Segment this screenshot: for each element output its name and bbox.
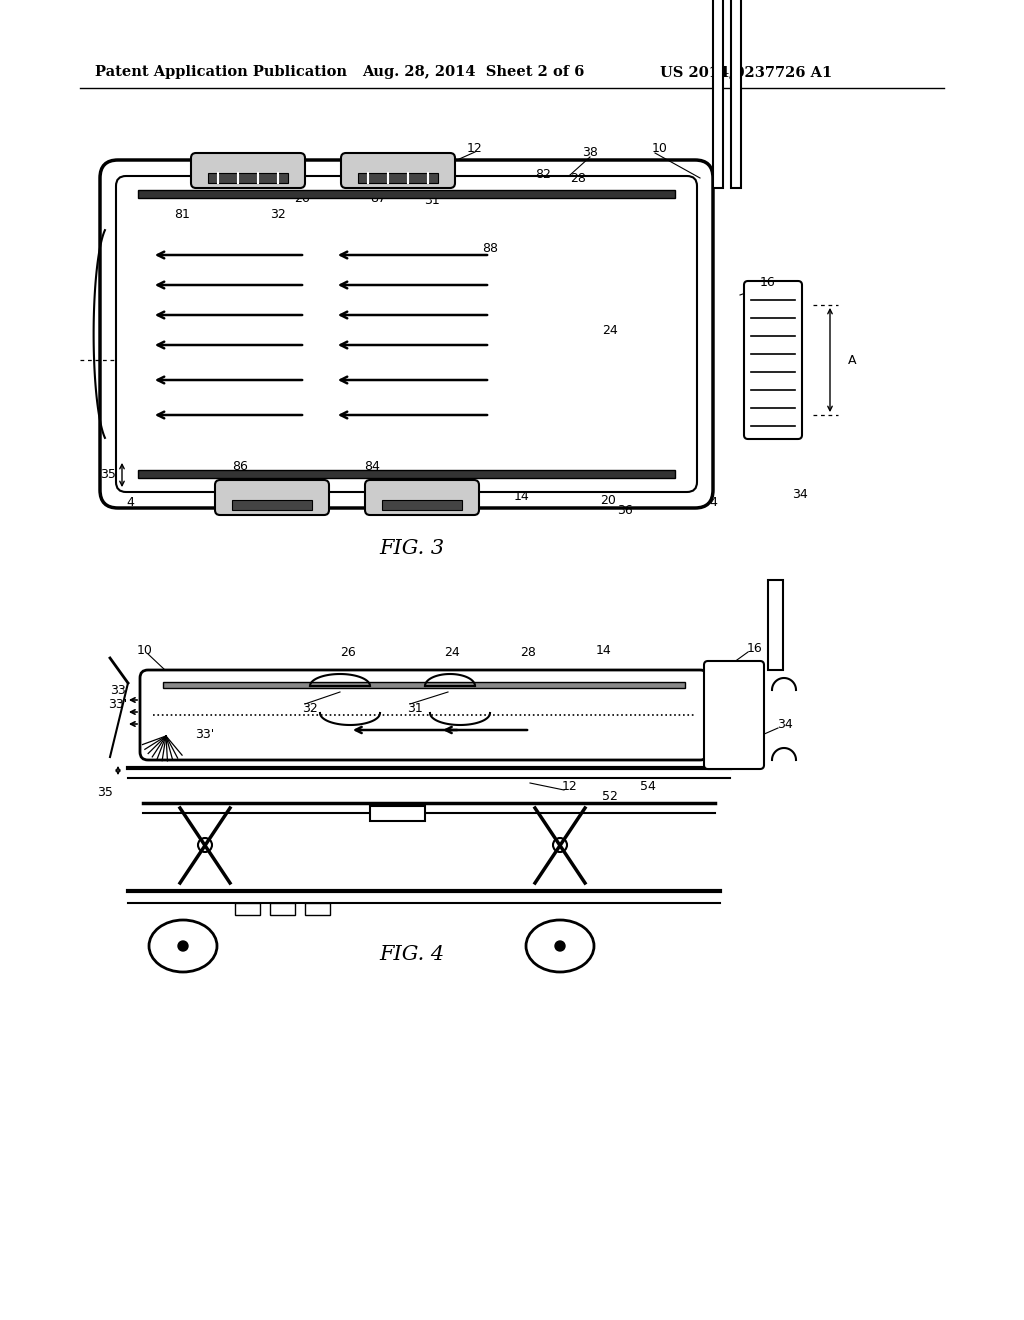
Text: 16: 16: [760, 276, 776, 289]
Text: 86: 86: [232, 459, 248, 473]
Text: 26: 26: [340, 645, 356, 659]
Text: 34: 34: [777, 718, 793, 731]
Text: 10: 10: [137, 644, 153, 656]
Text: 52: 52: [602, 789, 617, 803]
Bar: [138, 190, 675, 198]
Text: 31: 31: [424, 194, 440, 206]
Bar: [305, 903, 330, 915]
Text: 81: 81: [174, 209, 189, 222]
Text: Aug. 28, 2014  Sheet 2 of 6: Aug. 28, 2014 Sheet 2 of 6: [362, 65, 585, 79]
Text: FIG. 4: FIG. 4: [380, 945, 444, 965]
Bar: [234, 903, 260, 915]
Text: FIG. 3: FIG. 3: [380, 539, 444, 557]
Text: 35: 35: [97, 787, 113, 800]
FancyBboxPatch shape: [140, 671, 708, 760]
Text: 14: 14: [596, 644, 612, 656]
Text: 34: 34: [793, 488, 808, 502]
Text: 20: 20: [600, 494, 616, 507]
Text: 4: 4: [709, 495, 717, 508]
Text: Patent Application Publication: Patent Application Publication: [95, 65, 347, 79]
Text: 10: 10: [652, 141, 668, 154]
Circle shape: [178, 941, 188, 950]
FancyBboxPatch shape: [744, 281, 802, 440]
Text: 35: 35: [100, 469, 116, 482]
Circle shape: [555, 941, 565, 950]
Bar: [138, 470, 675, 478]
FancyBboxPatch shape: [705, 661, 764, 770]
Text: 33': 33': [196, 729, 215, 742]
Text: 84: 84: [365, 459, 380, 473]
Bar: [370, 807, 425, 821]
Text: 12: 12: [562, 780, 578, 792]
FancyBboxPatch shape: [341, 153, 455, 187]
Text: 33: 33: [111, 684, 126, 697]
Text: 12: 12: [467, 141, 483, 154]
Text: 16: 16: [748, 642, 763, 655]
FancyBboxPatch shape: [100, 160, 713, 508]
Ellipse shape: [150, 920, 217, 972]
Text: US 2014/0237726 A1: US 2014/0237726 A1: [660, 65, 833, 79]
Text: 28: 28: [520, 645, 536, 659]
Text: 33': 33': [109, 698, 128, 711]
FancyBboxPatch shape: [116, 176, 697, 492]
Bar: [163, 682, 685, 688]
FancyBboxPatch shape: [365, 480, 479, 515]
Text: 4: 4: [126, 495, 134, 508]
Text: 24: 24: [444, 645, 460, 659]
Text: 36: 36: [617, 503, 633, 516]
Text: 32: 32: [270, 209, 286, 222]
FancyBboxPatch shape: [191, 153, 305, 187]
Text: 54: 54: [640, 780, 656, 792]
Text: 14: 14: [514, 491, 529, 503]
Bar: [731, 0, 741, 187]
Bar: [382, 500, 462, 510]
Text: A: A: [848, 354, 856, 367]
Text: 28: 28: [570, 172, 586, 185]
Bar: [713, 0, 723, 187]
Text: 87: 87: [370, 191, 386, 205]
Text: 38: 38: [582, 145, 598, 158]
Text: 26: 26: [294, 191, 310, 205]
Text: 88: 88: [482, 242, 498, 255]
Text: 82: 82: [536, 169, 551, 181]
Text: 24: 24: [602, 323, 617, 337]
Bar: [270, 903, 295, 915]
Bar: [358, 173, 438, 183]
Bar: [232, 500, 312, 510]
Bar: [768, 579, 783, 671]
Text: 31: 31: [408, 701, 423, 714]
Ellipse shape: [526, 920, 594, 972]
FancyBboxPatch shape: [215, 480, 329, 515]
Bar: [208, 173, 288, 183]
Text: 32: 32: [302, 701, 317, 714]
